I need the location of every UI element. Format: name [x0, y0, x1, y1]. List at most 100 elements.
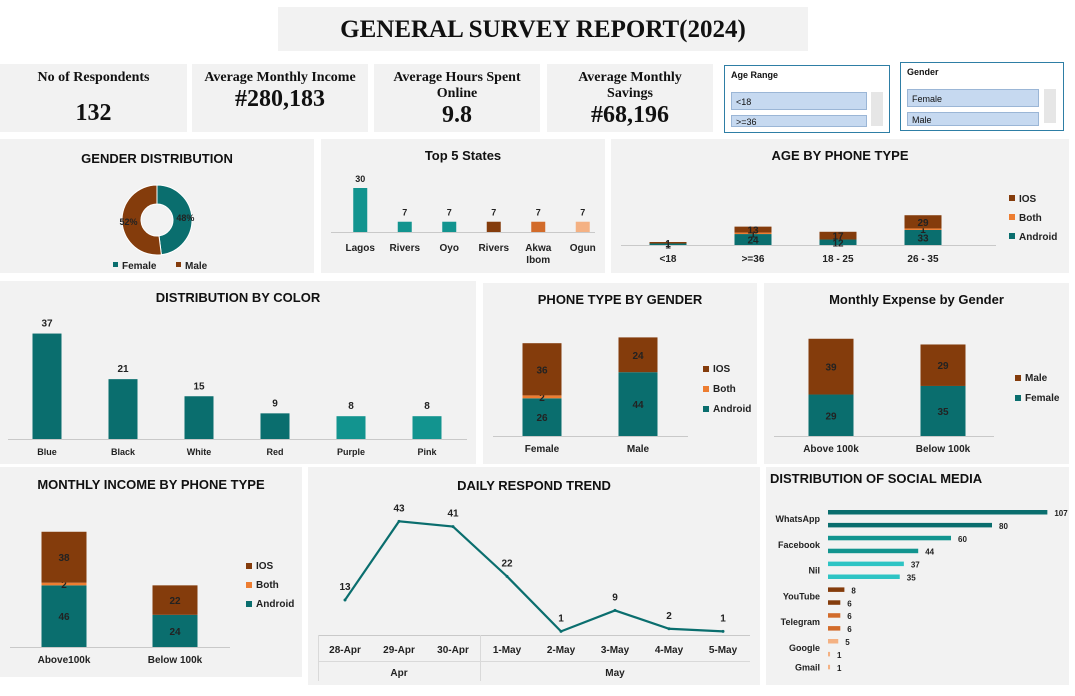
data-label: 1 [920, 225, 926, 236]
bar-rivers [486, 221, 501, 232]
data-label: 1 [720, 613, 726, 624]
income-phone-panel: MONTHLY INCOME BY PHONE TYPE 46 2 38 Above1… [0, 467, 302, 677]
kpi-label: Average Monthly Savings [578, 70, 682, 101]
bar-segment-ios-18 [649, 242, 687, 244]
data-label: 52% [120, 217, 138, 227]
data-label: 37 [911, 561, 920, 570]
bar-google [828, 639, 839, 644]
slicer-scrollbar[interactable] [1044, 89, 1056, 123]
chart-title: Monthly Expense by Gender [829, 292, 1004, 307]
age-range-slicer[interactable]: Age Range <18 >=36 [724, 65, 890, 133]
category-label: Below 100k [916, 444, 971, 455]
bar-segment-android-18 [649, 243, 687, 245]
data-label: 7 [402, 208, 407, 218]
bar-segment-both-female [522, 395, 562, 399]
income-phone-chart: 46 2 38 Above100k 24 22 Below 100k IOS Both Andro… [10, 531, 294, 666]
bar-ogun [575, 221, 590, 232]
category-label: Rivers [389, 243, 420, 254]
slicer-item-male[interactable]: Male [907, 112, 1039, 126]
data-label: 1 [837, 664, 842, 673]
category-label: Google [789, 643, 820, 653]
bar-segment-ios-above100k [41, 531, 87, 583]
category-label: Pink [417, 447, 437, 457]
report-title: GENERAL SURVEY REPORT(2024) [340, 16, 746, 43]
bar-pink [412, 416, 442, 439]
data-label: 22 [501, 558, 513, 569]
bar-google [828, 651, 831, 657]
gender-slicer[interactable]: Gender Female Male [900, 62, 1064, 131]
bar-segment-android-above100k [41, 585, 87, 647]
kpi-value: 9.8 [442, 102, 472, 128]
slicer-item-female[interactable]: Female [907, 89, 1039, 107]
data-label: 7 [536, 208, 541, 218]
chart-title: DISTRIBUTION BY COLOR [155, 290, 321, 305]
data-label: 38 [58, 553, 70, 564]
kpi-card-income: Average Monthly Income #280,183 [192, 64, 368, 132]
chart-title: DAILY RESPOND TREND [457, 478, 611, 493]
bar-segment-android-male [618, 372, 658, 436]
category-label: 30-Apr [437, 645, 469, 656]
chart-title: Top 5 States [424, 148, 502, 163]
bar-segment-female-below-100k [920, 385, 966, 436]
slicer-item-under-18[interactable]: <18 [731, 92, 867, 110]
legend-swatch-ios [246, 563, 252, 569]
bar-segment-female-above-100k [808, 394, 854, 436]
trend-point [451, 525, 455, 529]
kpi-value: 132 [75, 100, 112, 126]
legend-label-female: Female [122, 261, 157, 272]
legend-label-ios: IOS [713, 364, 731, 375]
legend-swatch-android [246, 601, 252, 607]
category-label: Above 100k [803, 444, 859, 455]
data-label: 35 [937, 407, 949, 418]
trend-point [559, 629, 563, 633]
data-label: 29 [825, 411, 837, 422]
expense-gender-panel: Monthly Expense by Gender 29 39 Above 100k… [764, 283, 1069, 464]
category-label: Red [266, 447, 283, 457]
bar-segment-android-below-100k [152, 614, 198, 647]
data-label: 41 [447, 509, 459, 520]
legend-label-both: Both [256, 580, 279, 591]
data-label: 26 [536, 413, 548, 424]
social-media-panel: DISTRIBUTION OF SOCIAL MEDIA 107 80 60 44 37… [766, 467, 1069, 685]
bar-telegram [828, 626, 841, 631]
legend-label-male: Male [185, 261, 208, 272]
data-label: 9 [272, 398, 278, 409]
chart-title: DISTRIBUTION OF SOCIAL MEDIA [770, 471, 983, 486]
data-label: 24 [632, 351, 644, 362]
trend-point [721, 629, 725, 633]
bar-segment-android-36 [734, 234, 772, 245]
data-label: 1 [750, 229, 756, 240]
bar-youtube [828, 587, 845, 592]
category-label: Above100k [38, 655, 91, 666]
bar-rivers [397, 221, 412, 232]
category-label: Purple [337, 447, 365, 457]
bar-blue [32, 333, 62, 439]
category-label: Gmail [795, 662, 820, 672]
slicer-item-36-plus[interactable]: >=36 [731, 115, 867, 127]
bar-youtube [828, 600, 841, 605]
data-label: 60 [958, 535, 967, 544]
data-label: 39 [825, 363, 837, 374]
data-label: 8 [348, 401, 354, 412]
legend-swatch-both [246, 582, 252, 588]
bar-segment-android-26-35 [904, 229, 942, 245]
category-label: 3-May [601, 645, 630, 656]
data-label: 1 [665, 240, 671, 251]
kpi-label: Average Hours Spent Online [393, 70, 521, 101]
data-label: 13 [747, 226, 759, 237]
bar-telegram [828, 613, 841, 618]
kpi-card-savings: Average Monthly Savings #68,196 [547, 64, 713, 132]
category-label: <18 [660, 254, 677, 265]
group-label: Apr [390, 668, 407, 679]
data-label: 8 [851, 586, 856, 595]
data-label: 7 [447, 208, 452, 218]
category-label: Female [525, 444, 560, 455]
slicer-scrollbar[interactable] [871, 92, 883, 126]
data-label: 12 [832, 238, 844, 249]
chart-title: GENDER DISTRIBUTION [81, 151, 233, 166]
bar-segment-ios-female [522, 343, 562, 396]
trend-point [343, 598, 347, 602]
daily-trend-chart: 13 43 41 22 1 9 2 1 28-Apr 29-Apr 30-Apr 1-May 2-May… [318, 503, 750, 681]
